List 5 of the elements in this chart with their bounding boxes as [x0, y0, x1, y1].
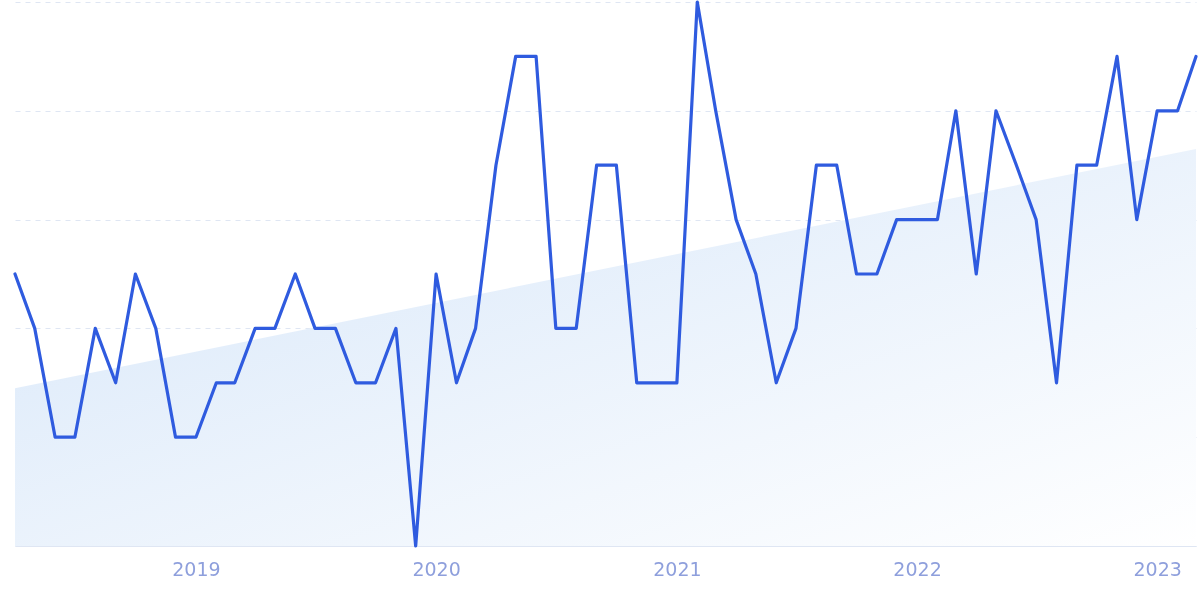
x-tick-label: 2021 — [653, 557, 702, 580]
x-tick-label: 2019 — [172, 557, 221, 580]
x-tick-label: 2022 — [893, 557, 942, 580]
x-tick-label: 2020 — [412, 557, 461, 580]
x-tick-label: 2023 — [1133, 557, 1182, 580]
